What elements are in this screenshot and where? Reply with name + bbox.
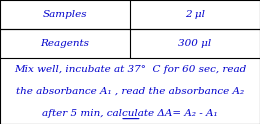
Text: 300 μl: 300 μl <box>178 39 212 48</box>
Text: Mix well, incubate at 37°  C for 60 sec, read: Mix well, incubate at 37° C for 60 sec, … <box>14 65 246 74</box>
Text: Samples: Samples <box>43 10 87 19</box>
Text: 2 μl: 2 μl <box>185 10 205 19</box>
Text: after 5 min, calculate ΔA= A₂ - A₁: after 5 min, calculate ΔA= A₂ - A₁ <box>42 108 218 118</box>
Text: Reagents: Reagents <box>41 39 89 48</box>
Text: the absorbance A₁ , read the absorbance A₂: the absorbance A₁ , read the absorbance … <box>16 87 244 96</box>
